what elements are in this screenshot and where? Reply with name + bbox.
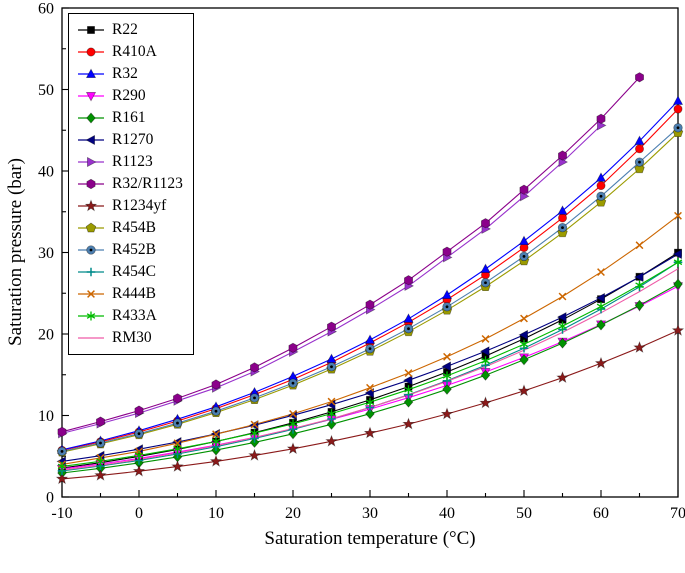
- legend-marker-star-icon: [78, 199, 104, 212]
- legend-label: R410A: [112, 43, 157, 60]
- legend-label: R32/R1123: [112, 175, 183, 192]
- legend-label: R452B: [112, 241, 156, 258]
- svg-text:30: 30: [38, 245, 54, 262]
- svg-text:60: 60: [38, 1, 54, 18]
- legend-label: R290: [112, 87, 146, 104]
- x-axis-title: Saturation temperature (°C): [264, 528, 476, 549]
- legend-marker-asterisk-icon: [78, 311, 104, 321]
- svg-text:0: 0: [46, 490, 54, 507]
- legend-label: R1123: [112, 153, 153, 170]
- y-axis-title: Saturation pressure (bar): [5, 158, 26, 346]
- legend-item: R454B: [76, 217, 183, 239]
- legend-item: R1234yf: [76, 195, 183, 217]
- legend-item: R161: [76, 107, 183, 129]
- svg-text:0: 0: [135, 505, 143, 522]
- legend-item: R444B: [76, 283, 183, 305]
- legend-marker-plus-icon: [78, 267, 104, 277]
- svg-text:30: 30: [362, 505, 378, 522]
- legend-label: R1270: [112, 131, 154, 148]
- legend-marker-square-icon: [78, 26, 104, 34]
- legend-item: R290: [76, 85, 183, 107]
- svg-text:20: 20: [285, 505, 301, 522]
- legend-label: RM30: [112, 329, 152, 346]
- legend-label: R161: [112, 109, 146, 126]
- legend-item: R1123: [76, 151, 183, 173]
- legend-label: R32: [112, 65, 138, 82]
- legend-label: R444B: [112, 285, 156, 302]
- legend-marker-diamond-icon: [78, 112, 104, 124]
- svg-text:50: 50: [516, 505, 532, 522]
- legend-item: R454C: [76, 261, 183, 283]
- legend-marker-triangle-down-icon: [78, 92, 104, 102]
- svg-text:40: 40: [439, 505, 455, 522]
- legend-marker-circle-dot-icon: [78, 245, 104, 255]
- legend-label: R454B: [112, 219, 156, 236]
- legend-item: R22: [76, 19, 183, 41]
- legend: R22 R410A R32 R290 R161 R1270 R1123 R32/R1123 R1…: [68, 13, 194, 355]
- legend-item: R410A: [76, 41, 183, 63]
- svg-text:70: 70: [670, 505, 685, 522]
- legend-item: R1270: [76, 129, 183, 151]
- svg-text:10: 10: [208, 505, 224, 522]
- legend-marker-triangle-left-icon: [78, 134, 104, 146]
- svg-text:60: 60: [593, 505, 609, 522]
- svg-text:40: 40: [38, 164, 54, 181]
- legend-item: R452B: [76, 239, 183, 261]
- legend-marker-hexagon-icon: [78, 178, 104, 190]
- svg-text:-10: -10: [51, 505, 72, 522]
- legend-marker-none-icon: [78, 337, 104, 339]
- svg-text:10: 10: [38, 408, 54, 425]
- legend-item: RM30: [76, 327, 183, 349]
- legend-marker-triangle-right-icon: [78, 156, 104, 168]
- legend-item: R433A: [76, 305, 183, 327]
- svg-text:20: 20: [38, 327, 54, 344]
- legend-item: R32: [76, 63, 183, 85]
- legend-label: R433A: [112, 307, 157, 324]
- legend-label: R22: [112, 21, 138, 38]
- svg-text:50: 50: [38, 82, 54, 99]
- legend-marker-x-icon: [78, 290, 104, 298]
- legend-label: R454C: [112, 263, 156, 280]
- legend-item: R32/R1123: [76, 173, 183, 195]
- legend-marker-pentagon-icon: [78, 222, 104, 233]
- legend-marker-triangle-up-icon: [78, 68, 104, 78]
- legend-marker-circle-icon: [78, 47, 104, 57]
- legend-label: R1234yf: [112, 197, 167, 214]
